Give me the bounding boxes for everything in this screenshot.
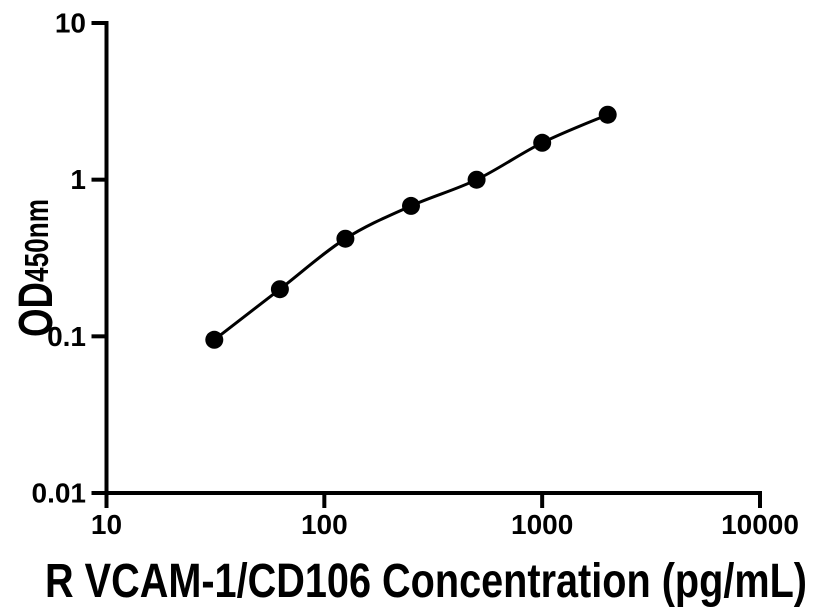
data-point — [270, 280, 289, 299]
y-tick-label: 10 — [55, 8, 86, 39]
data-point — [533, 133, 552, 152]
data-point — [467, 170, 486, 189]
x-tick-label: 10000 — [721, 509, 799, 540]
x-tick-label: 1000 — [511, 509, 573, 540]
data-point — [336, 229, 355, 248]
plot-series — [205, 105, 617, 349]
y-tick-label: 0.1 — [47, 321, 86, 352]
data-point — [205, 330, 224, 349]
y-axis-title: OD450nm — [10, 199, 63, 337]
x-tick-label: 10 — [91, 509, 122, 540]
data-point — [402, 196, 420, 215]
y-tick-label: 1 — [70, 164, 86, 195]
y-axis-title-sub: 450nm — [18, 199, 55, 282]
x-tick-label: 100 — [301, 509, 348, 540]
data-point — [598, 105, 617, 124]
x-axis-title: R VCAM-1/CD106 Concentration (pg/mL) — [45, 555, 807, 608]
y-axis-title-main: OD — [10, 282, 63, 337]
y-tick-label: 0.01 — [32, 478, 87, 509]
